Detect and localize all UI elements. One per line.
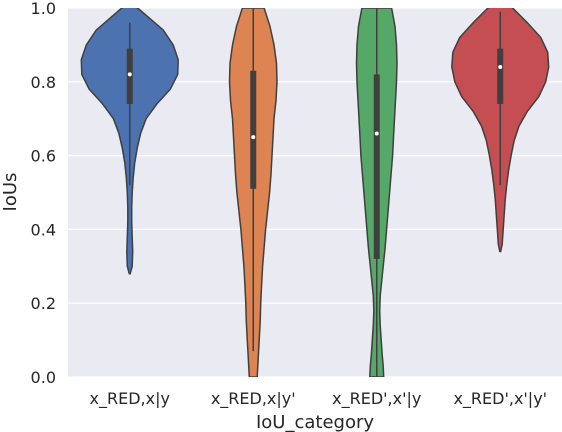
y-tick-label: 0.8 [31,73,56,92]
y-tick-label: 0.2 [31,294,56,313]
x-tick-labels: x_RED,x|y x_RED,x|y' x_RED',x'|y x_RED',x'|… [90,389,548,409]
y-tick-label: 0.6 [31,147,56,166]
x-tick-label: x_RED,x|y [90,389,170,409]
x-axis-label: IoU_category [256,412,374,432]
x-tick-label: x_RED',x'|y' [453,389,547,409]
violin-median-point [498,65,503,70]
violin-iqr-box [497,48,504,104]
violin-iqr-box [373,74,380,259]
y-tick-labels: 0.0 0.2 0.4 0.6 0.8 1.0 [31,0,56,387]
x-tick-label: x_RED',x'|y [332,389,421,409]
y-tick-label: 0.4 [31,220,56,239]
y-tick-label: 0.0 [31,368,56,387]
y-axis-label: IoUs [0,173,21,212]
violin-iqr-box [250,70,257,189]
violin-median-point [127,72,132,77]
y-tick-label: 1.0 [31,0,56,18]
x-tick-label: x_RED,x|y' [211,389,296,409]
violins [80,8,550,377]
violin-median-point [374,131,379,136]
violin-median-point [251,135,256,140]
grid-lines [68,7,562,378]
